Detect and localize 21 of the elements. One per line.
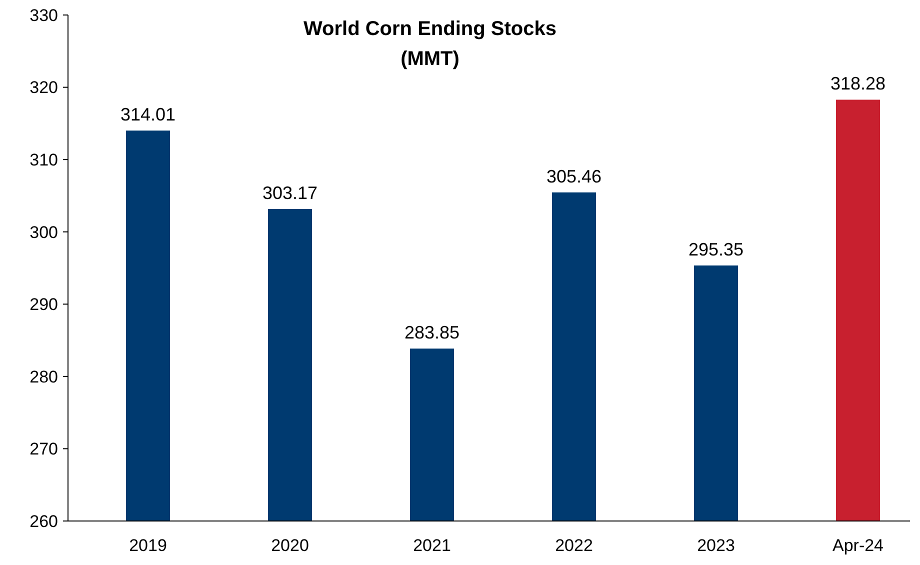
y-tick-label: 320: [30, 78, 58, 98]
x-tick-label: 2022: [555, 536, 593, 555]
data-label: 295.35: [688, 239, 744, 260]
y-tick-label: 300: [30, 222, 58, 242]
y-tick-label: 280: [30, 367, 58, 386]
data-label: 283.85: [404, 322, 460, 343]
x-tick-label: 2020: [271, 536, 309, 555]
text: World Corn Ending Stocks (MMT): [304, 18, 556, 70]
y-tick-label: 330: [30, 6, 58, 25]
y-tick-label: 310: [30, 150, 58, 170]
data-label: 305.46: [546, 166, 602, 186]
x-tick-label: 2023: [697, 536, 735, 555]
data-label: 314.01: [120, 104, 176, 125]
y-tick-label: 270: [30, 440, 58, 459]
x-tick-label: Apr-24: [832, 536, 884, 555]
data-label: 318.28: [830, 74, 886, 94]
y-tick-label: 290: [30, 295, 58, 314]
x-tick-label: 2019: [129, 536, 167, 555]
data-label: 303.17: [262, 182, 318, 203]
x-tick-label: 2021: [413, 536, 451, 555]
y-tick-label: 260: [30, 512, 58, 531]
